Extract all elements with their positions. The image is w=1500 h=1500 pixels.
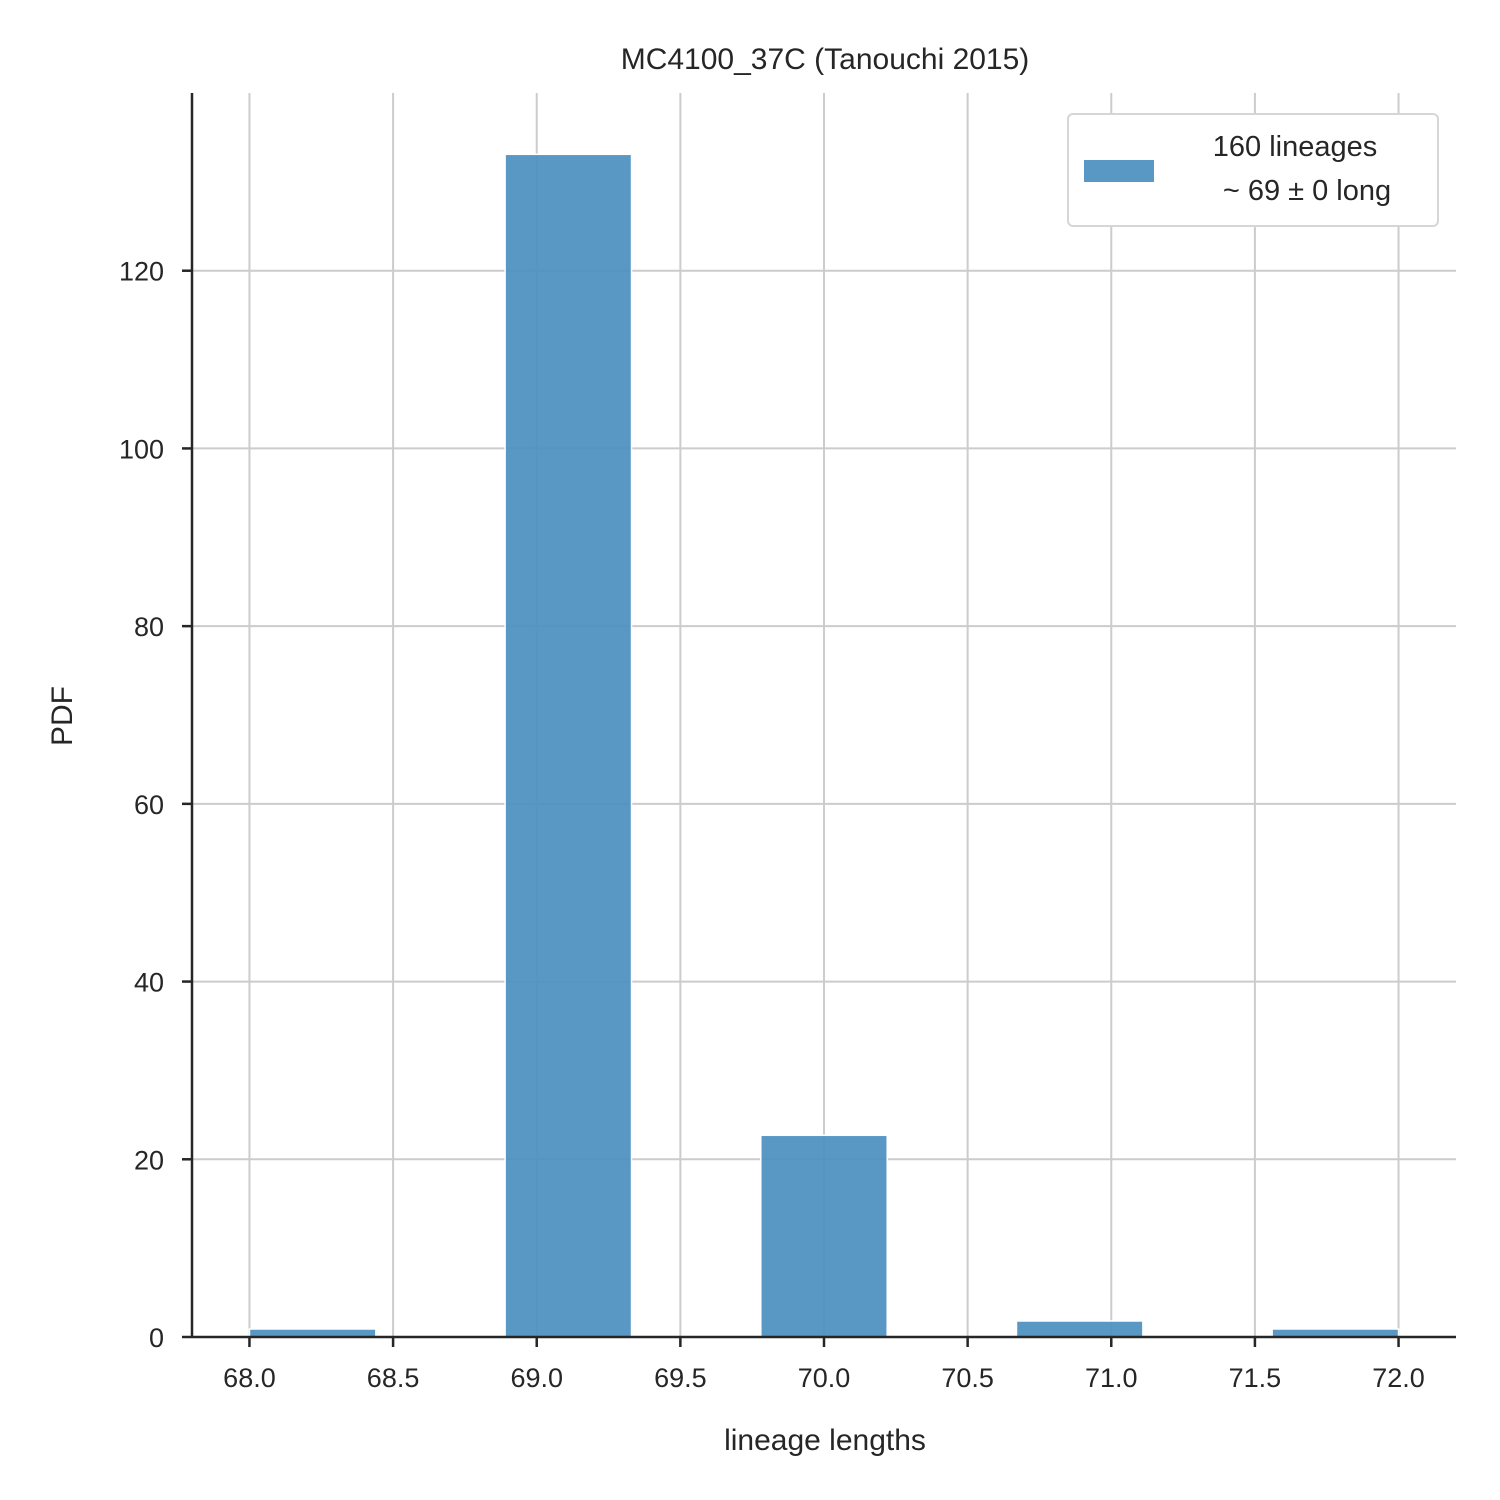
y-tick-label-5: 100 [119,434,164,464]
ticks-layer: 68.0 68.5 69.0 69.5 70.0 70.5 71.0 71.5 72.0 0 20 4… [119,257,1425,1393]
legend-label-line-2: ~ 69 ± 0 long [1223,175,1391,207]
x-tick-label-5: 70.5 [941,1363,994,1393]
x-tick-label-6: 71.0 [1085,1363,1138,1393]
x-tick-label-0: 68.0 [223,1363,276,1393]
x-tick-label-4: 70.0 [798,1363,851,1393]
legend: 160 lineages ~ 69 ± 0 long [1067,113,1439,227]
histogram-bar-1 [504,153,633,1338]
y-axis-label: PDF [46,686,79,746]
grid-layer [192,93,1456,1338]
y-tick-label-3: 60 [134,790,164,820]
x-tick-label-3: 69.5 [654,1363,707,1393]
y-tick-label-0: 0 [149,1323,164,1353]
legend-label-line-1: 160 lineages [1213,131,1377,163]
x-tick-label-1: 68.5 [367,1363,420,1393]
x-tick-label-7: 71.5 [1229,1363,1282,1393]
bars-layer [248,153,1400,1338]
y-tick-label-6: 120 [119,257,164,287]
x-tick-label-2: 69.0 [510,1363,563,1393]
histogram-bar-3 [1015,1320,1144,1338]
legend-frame [1067,113,1439,227]
x-axis-label: lineage lengths [724,1424,926,1457]
y-tick-label-4: 80 [134,612,164,642]
y-tick-label-2: 40 [134,968,164,998]
y-tick-label-1: 20 [134,1145,164,1175]
histogram-bar-2 [760,1134,888,1338]
x-tick-label-8: 72.0 [1372,1363,1425,1393]
chart-title: MC4100_37C (Tanouchi 2015) [621,43,1030,76]
legend-swatch [1084,160,1154,182]
